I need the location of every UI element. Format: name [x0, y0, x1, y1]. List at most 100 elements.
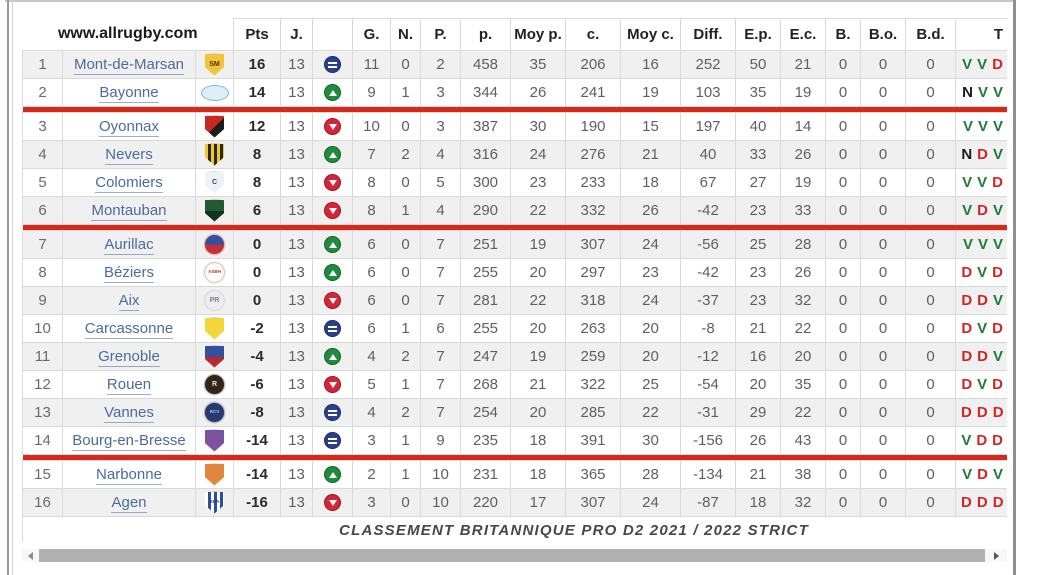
team-link[interactable]: Colomiers: [95, 174, 163, 193]
bonus-defensive-cell: 0: [905, 112, 957, 141]
form-letter: D: [992, 376, 1004, 393]
scroll-left-button[interactable]: [24, 549, 37, 562]
losses-cell: 4: [420, 196, 462, 225]
points-for-cell: 300: [460, 168, 512, 197]
trend-icon: [324, 84, 342, 102]
diff-cell: -37: [680, 286, 737, 315]
team-link[interactable]: Bayonne: [99, 84, 159, 103]
team-link[interactable]: Aurillac: [104, 236, 154, 255]
points-cell: 6: [233, 196, 282, 225]
points-for-cell: 235: [460, 426, 512, 455]
diff-cell: -31: [680, 398, 737, 427]
tries-for-cell: 18: [735, 488, 782, 517]
team-link[interactable]: Montauban: [91, 202, 167, 221]
form-letter: V: [961, 432, 972, 449]
rank-cell: 12: [22, 370, 63, 399]
trend-icon: [324, 146, 342, 164]
points-against-cell: 318: [565, 286, 622, 315]
draws-cell: 1: [390, 460, 422, 489]
bonus-offensive-cell: 0: [860, 342, 907, 371]
form-letter: D: [992, 320, 1004, 337]
form-letter: D: [961, 320, 973, 337]
avg-for-cell: 20: [510, 258, 567, 287]
team-link[interactable]: Agen: [111, 494, 147, 513]
tries-for-cell: 21: [735, 460, 782, 489]
team-link[interactable]: Mont-de-Marsan: [73, 56, 185, 75]
team-link[interactable]: Narbonne: [96, 466, 162, 485]
bonus-offensive-cell: 0: [860, 258, 907, 287]
form-letter: V: [993, 236, 1004, 253]
site-title: www.allrugby.com: [22, 18, 235, 51]
games-played-cell: 13: [280, 258, 314, 287]
avg-for-cell: 19: [510, 342, 567, 371]
rank-cell: 9: [22, 286, 63, 315]
column-header: N.: [390, 18, 422, 51]
points-against-cell: 233: [565, 168, 622, 197]
wins-cell: 9: [352, 78, 392, 107]
games-played-cell: 13: [280, 314, 314, 343]
bonus-defensive-cell: 0: [905, 50, 957, 79]
bonus-cell: 0: [825, 314, 862, 343]
bonus-cell: 0: [825, 168, 862, 197]
avg-for-cell: 20: [510, 314, 567, 343]
bonus-offensive-cell: 0: [860, 398, 907, 427]
team-link[interactable]: Aix: [118, 292, 140, 311]
tries-for-cell: 26: [735, 426, 782, 455]
avg-against-cell: 21: [620, 140, 682, 169]
avg-against-cell: 24: [620, 230, 682, 259]
avg-for-cell: 19: [510, 230, 567, 259]
bonus-cell: 0: [825, 230, 862, 259]
bonus-cell: 0: [825, 370, 862, 399]
draws-cell: 1: [390, 314, 422, 343]
bonus-offensive-cell: 0: [860, 50, 907, 79]
form-letter: D: [976, 432, 988, 449]
draws-cell: 0: [390, 168, 422, 197]
wins-cell: 8: [352, 196, 392, 225]
bonus-cell: 0: [825, 78, 862, 107]
column-header: B.: [825, 18, 862, 51]
horizontal-scrollbar-thumb[interactable]: [39, 549, 985, 562]
games-played-cell: 13: [280, 50, 314, 79]
form-letter: V: [993, 348, 1004, 365]
points-cell: -16: [233, 488, 282, 517]
rank-cell: 4: [22, 140, 63, 169]
trend-icon: [324, 292, 342, 310]
bonus-cell: 0: [825, 488, 862, 517]
column-header: T: [955, 18, 1007, 51]
tries-for-cell: 23: [735, 286, 782, 315]
points-for-cell: 220: [460, 488, 512, 517]
team-link[interactable]: Oyonnax: [98, 118, 160, 137]
form-letter: D: [992, 494, 1004, 511]
avg-for-cell: 22: [510, 196, 567, 225]
team-link[interactable]: Nevers: [105, 146, 153, 165]
bonus-offensive-cell: 0: [860, 286, 907, 315]
games-played-cell: 13: [280, 140, 314, 169]
team-link[interactable]: Bourg-en-Bresse: [72, 432, 186, 451]
team-cell: Oyonnax: [62, 112, 196, 141]
logo-cell: PR: [194, 286, 235, 315]
team-link[interactable]: Carcassonne: [84, 320, 174, 339]
window-vertical-scrollbar[interactable]: [1013, 0, 1016, 575]
table-row: 2 Bayonne 14 13 9 1 3 344 26 241 19 103 …: [22, 78, 1007, 107]
tries-against-cell: 22: [780, 314, 827, 343]
team-link[interactable]: Grenoble: [98, 348, 160, 367]
diff-cell: -87: [680, 488, 737, 517]
avg-against-cell: 24: [620, 286, 682, 315]
wins-cell: 6: [352, 314, 392, 343]
points-against-cell: 276: [565, 140, 622, 169]
points-cell: 0: [233, 258, 282, 287]
points-against-cell: 307: [565, 230, 622, 259]
team-link[interactable]: Rouen: [106, 376, 152, 395]
horizontal-scrollbar[interactable]: [22, 549, 1007, 562]
scroll-right-button[interactable]: [990, 549, 1003, 562]
team-link[interactable]: Vannes: [104, 404, 154, 423]
form-letter: V: [977, 236, 988, 253]
tries-against-cell: 19: [780, 168, 827, 197]
trend-icon: [324, 320, 342, 338]
bonus-defensive-cell: 0: [905, 398, 957, 427]
tries-for-cell: 23: [735, 196, 782, 225]
points-for-cell: 255: [460, 258, 512, 287]
team-link[interactable]: Béziers: [103, 264, 155, 283]
avg-against-cell: 19: [620, 78, 682, 107]
